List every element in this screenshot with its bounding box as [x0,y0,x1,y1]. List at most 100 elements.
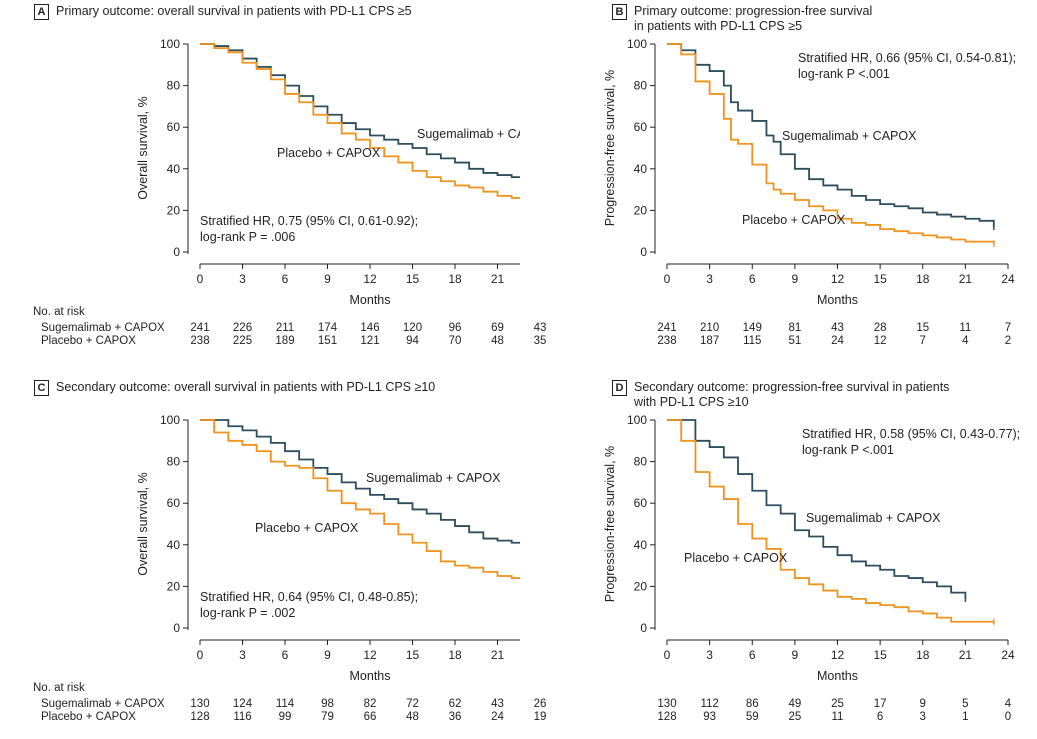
x-tick-label: 0 [197,648,204,662]
y-tick-label: 80 [167,455,181,469]
risk-row-label: Sugemalimab + CAPOX [41,698,165,710]
placebo-label: Placebo + CAPOX [742,213,846,227]
risk-count: 146 [360,322,380,334]
sugemalimab-label: Sugemalimab + CAPOX [782,129,917,143]
y-tick-label: 0 [640,245,647,259]
risk-count: 43 [533,322,547,334]
x-tick-label: 15 [406,648,420,662]
risk-table: 130 112 86 49 25 17 9 5 4 128 93 59 25 11 6 3 1 0 [520,682,1037,732]
risk-count: 7 [1004,322,1012,334]
y-tick-label: 60 [167,120,181,134]
x-tick-label: 6 [749,648,756,662]
hr-annotation: Stratified HR, 0.58 (95% CI, 0.43-0.77); [802,427,1020,441]
risk-count: 210 [700,322,720,334]
risk-count: 3 [919,711,926,723]
risk-count: 26 [533,698,547,710]
placebo-label: Placebo + CAPOX [277,146,381,160]
hr-annotation: log-rank P = .006 [200,230,295,244]
x-tick-label: 12 [363,272,377,286]
risk-count: 51 [788,335,802,347]
x-tick-label: 18 [916,648,930,662]
hr-annotation: Stratified HR, 0.64 (95% CI, 0.48-0.85); [200,590,418,604]
panel-title: Primary outcome: progression-free surviv… [634,4,873,33]
risk-count: 0 [1004,711,1012,723]
panel-label: C [34,380,49,396]
x-tick-label: 0 [664,272,671,286]
y-tick-label: 20 [634,579,648,593]
risk-count: 128 [657,711,677,723]
panel-label: D [612,380,627,396]
x-tick-label: 18 [448,272,462,286]
risk-count: 116 [233,711,252,723]
risk-count: 93 [703,711,717,723]
x-axis-label: Months [350,293,391,307]
risk-count: 59 [745,711,759,723]
y-tick-label: 0 [640,621,647,635]
risk-count: 6 [876,711,884,723]
risk-table: No. at risk Sugemalimab + CAPOX Placebo + … [0,682,546,732]
risk-count: 149 [742,322,762,334]
risk-count: 151 [317,335,338,347]
risk-count: 66 [363,711,377,723]
risk-count: 115 [743,335,762,347]
x-tick-label: 12 [363,648,377,662]
y-tick-label: 20 [634,203,648,217]
risk-count: 69 [491,322,504,334]
x-tick-label: 0 [664,648,671,662]
risk-count: 17 [873,698,887,710]
x-tick-label: 9 [324,272,331,286]
panel-c: C Secondary outcome: overall survival in… [0,376,546,726]
risk-count: 99 [278,711,292,723]
risk-count: 241 [657,322,677,334]
risk-count: 124 [232,698,253,710]
risk-count: 70 [448,335,462,347]
risk-count: 35 [533,335,547,347]
panel-d: D Secondary outcome: progression-free su… [520,376,1020,726]
placebo-curve [667,419,994,623]
x-tick-label: 3 [706,272,713,286]
y-axis-label: Overall survival, % [136,96,150,200]
y-tick-label: 0 [173,245,180,259]
hr-annotation: log-rank P <.001 [798,67,890,81]
sugemalimab-curve [667,43,995,228]
x-tick-label: 3 [706,648,713,662]
placebo-label: Placebo + CAPOX [255,521,359,535]
risk-count: 5 [962,698,969,710]
x-tick-label: 9 [792,648,799,662]
x-tick-label: 24 [1001,648,1015,662]
risk-count: 36 [448,711,462,723]
y-tick-label: 60 [167,496,181,510]
x-tick-label: 12 [831,272,845,286]
y-axis-label: Overall survival, % [136,472,150,576]
x-axis-label: Months [817,669,858,683]
hr-annotation: log-rank P = .002 [200,606,295,620]
x-tick-label: 12 [831,648,845,662]
x-tick-label: 6 [282,648,289,662]
km-chart: 02040608010003691215182124MonthsOverall … [136,37,520,307]
risk-count: 225 [232,335,253,347]
risk-count: 211 [275,322,295,334]
panel-title: Primary outcome: overall survival in pat… [56,4,412,18]
panel-b: B Primary outcome: progression-free surv… [520,0,1020,350]
x-tick-label: 3 [239,272,246,286]
sugemalimab-label: Sugemalimab + CAPOX [417,127,520,141]
km-chart: 0 20 40 60 80 100 0 3 6 9 12 15 18 21 24 Months Progress… [603,413,1020,683]
x-tick-label: 6 [749,272,756,286]
risk-count: 62 [448,698,462,710]
placebo-curve [667,43,995,244]
risk-count: 15 [916,322,930,334]
x-tick-label: 18 [916,272,930,286]
risk-count: 12 [873,335,887,347]
risk-count: 96 [448,322,462,334]
panel-a: A Primary outcome: overall survival in p… [0,0,546,350]
x-tick-label: 15 [873,272,887,286]
risk-table: No. at risk Sugemalimab + CAPOX Placebo + … [0,306,546,356]
risk-count: 48 [406,711,419,723]
risk-count: 128 [190,711,210,723]
risk-count: 238 [190,335,210,347]
placebo-label: Placebo + CAPOX [684,551,788,565]
y-tick-label: 100 [627,413,647,427]
risk-count: 72 [406,698,419,710]
risk-count: 120 [402,322,423,334]
y-tick-label: 100 [627,37,647,51]
